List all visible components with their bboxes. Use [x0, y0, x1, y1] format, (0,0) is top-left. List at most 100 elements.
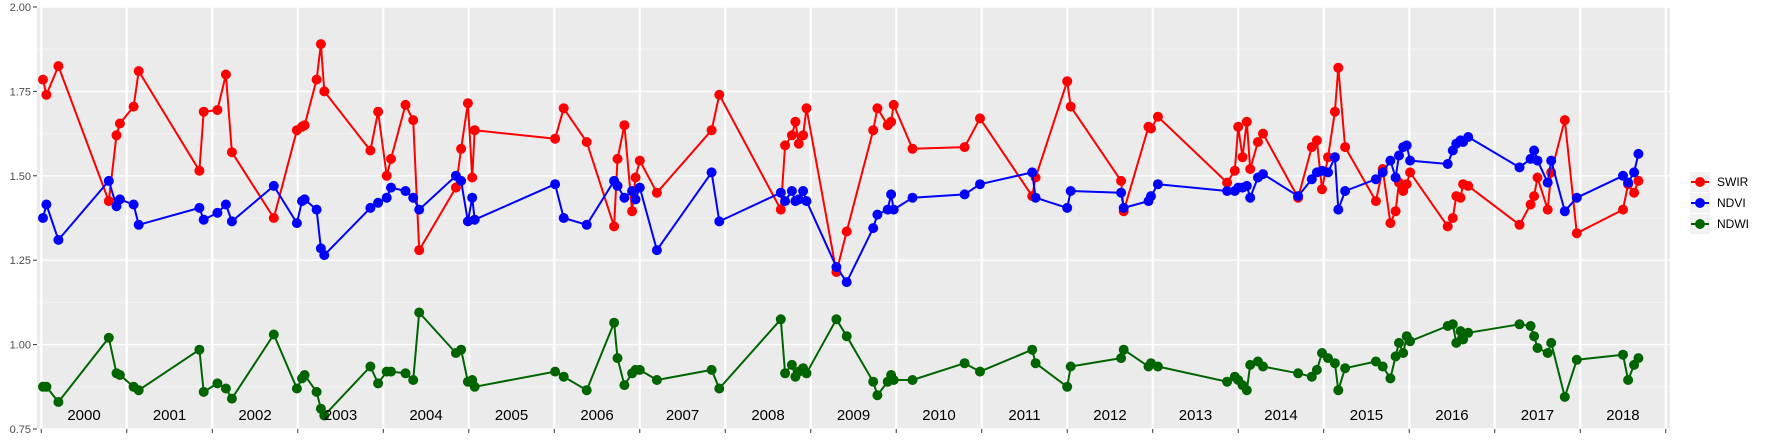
ndvi-point — [1618, 170, 1628, 181]
year-label: 2008 — [751, 407, 784, 424]
ndvi-point — [550, 179, 561, 190]
swir-point — [1333, 62, 1344, 73]
ndvi-point — [365, 202, 376, 213]
ndwi-point — [198, 386, 209, 397]
y-tick-label: 1.25 — [10, 255, 31, 267]
swir-point — [469, 125, 480, 136]
ndvi-point — [714, 216, 725, 227]
ndvi-point — [959, 189, 970, 200]
swir-point — [630, 172, 641, 183]
ndvi-point — [1065, 186, 1076, 196]
swir-point — [790, 116, 801, 127]
year-label: 2012 — [1093, 407, 1126, 424]
swir-point — [38, 74, 48, 85]
year-label: 2003 — [324, 407, 357, 424]
ndwi-point — [220, 383, 231, 394]
ndvi-point — [103, 175, 114, 186]
ndwi-point — [1633, 353, 1644, 364]
swir-point — [1442, 221, 1453, 232]
ndvi-point — [386, 182, 396, 193]
ndvi-point — [888, 204, 899, 215]
swir-point — [1233, 121, 1244, 132]
ndvi-point — [41, 199, 52, 210]
swir-point — [299, 120, 310, 131]
swir-point — [381, 170, 392, 181]
swir-point — [706, 125, 717, 136]
swir-point — [111, 130, 122, 141]
ndwi-point — [1241, 385, 1252, 396]
ndvi-point — [469, 214, 480, 225]
swir-point — [408, 115, 419, 126]
y-tick-label: 1.00 — [10, 340, 31, 352]
ndwi-point — [872, 390, 883, 401]
ndvi-point — [1030, 192, 1041, 203]
ndwi-point — [1333, 385, 1344, 396]
swir-point — [400, 99, 411, 110]
ndwi-point — [1293, 368, 1304, 379]
ndwi-point — [1514, 319, 1525, 330]
ndwi-point — [319, 410, 330, 421]
year-label: 2000 — [67, 407, 100, 424]
ndwi-point — [706, 364, 717, 375]
ndvi-point — [798, 186, 809, 196]
ndwi-point — [619, 380, 630, 391]
swir-point — [1146, 123, 1156, 134]
ndwi-point — [634, 364, 645, 375]
ndvi-point — [319, 250, 330, 261]
ndvi-point — [1385, 155, 1396, 166]
ndvi-point — [651, 245, 662, 256]
ndvi-point — [793, 194, 804, 205]
swir-point — [1062, 76, 1073, 87]
y-tick-label: 1.50 — [10, 171, 31, 183]
swir-point — [414, 245, 425, 256]
ndvi-point — [220, 199, 231, 210]
swir-point — [212, 105, 223, 115]
ndvi-point — [1394, 150, 1404, 161]
year-label: 2004 — [409, 407, 442, 424]
swir-point — [386, 153, 396, 164]
ndwi-point — [1258, 361, 1268, 372]
legend: SWIR NDVI NDWI — [1690, 172, 1749, 234]
ndwi-point — [1323, 353, 1333, 364]
ndvi-point — [612, 180, 623, 191]
ndvi-point — [1546, 155, 1557, 166]
ndwi-point — [1065, 361, 1076, 372]
swir-point — [1559, 115, 1570, 126]
year-label: 2006 — [580, 407, 613, 424]
ndvi-point — [1340, 186, 1351, 196]
ndvi-point — [581, 219, 592, 230]
ndvi-point — [53, 234, 64, 245]
ndvi-point — [1377, 167, 1388, 178]
ndvi-point — [311, 204, 322, 215]
ndwi-point — [53, 397, 64, 407]
ndvi-point — [775, 187, 786, 198]
legend-label-ndwi: NDWI — [1717, 217, 1749, 231]
ndwi-point — [133, 385, 144, 396]
legend-key-point-swir — [1695, 177, 1705, 187]
ndwi-point — [550, 366, 561, 377]
ndwi-point — [400, 368, 411, 379]
ndwi-point — [226, 393, 237, 404]
ndwi-point — [841, 331, 852, 342]
swir-point — [133, 66, 144, 77]
swir-point — [1323, 152, 1333, 163]
ndvi-point — [1146, 191, 1156, 202]
year-label: 2014 — [1264, 407, 1297, 424]
ndvi-point — [1293, 191, 1304, 202]
ndwi-point — [1546, 337, 1557, 348]
ndwi-point — [1390, 351, 1401, 362]
ndvi-point — [128, 199, 139, 210]
ndwi-point — [291, 383, 302, 394]
swir-point — [1629, 187, 1640, 198]
swir-point — [627, 206, 638, 217]
year-label: 2005 — [495, 407, 528, 424]
swir-point — [1245, 164, 1256, 174]
year-label: 2002 — [238, 407, 271, 424]
swir-point — [1390, 206, 1401, 217]
ndwi-point — [311, 386, 322, 397]
swir-point — [609, 221, 620, 232]
ndvi-point — [114, 194, 125, 205]
swir-point — [315, 39, 326, 50]
